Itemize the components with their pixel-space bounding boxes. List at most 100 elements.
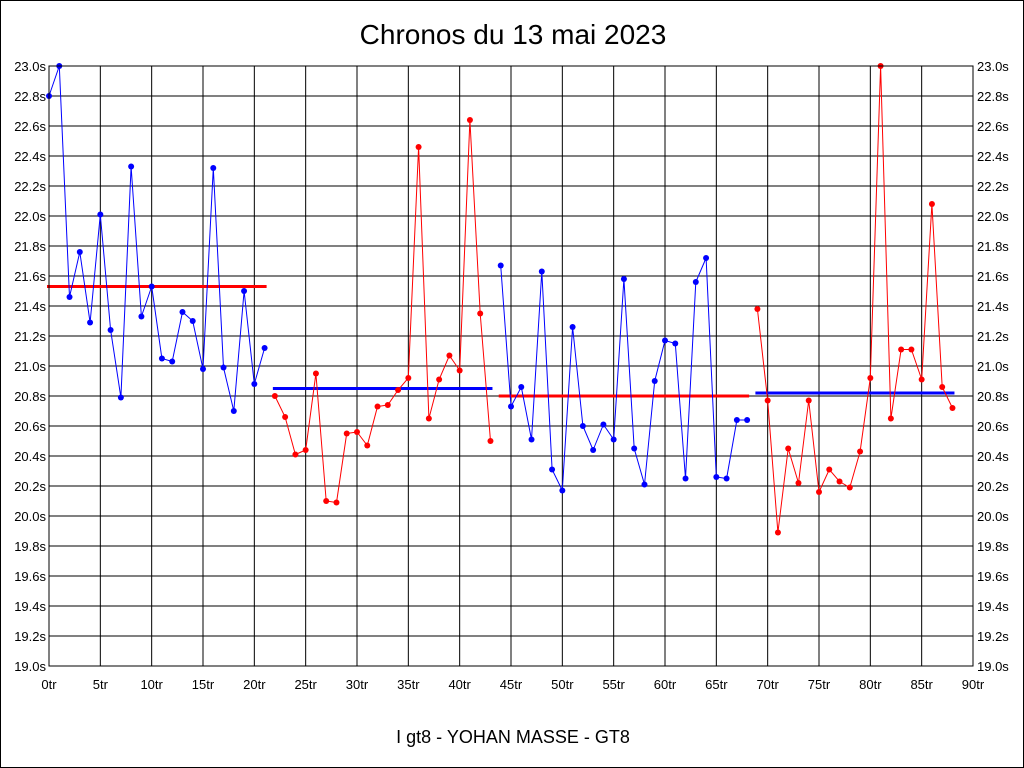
data-point bbox=[158, 355, 165, 362]
data-point bbox=[128, 163, 135, 170]
chart-subtitle: I gt8 - YOHAN MASSE - GT8 bbox=[396, 727, 630, 747]
data-point bbox=[662, 337, 668, 344]
data-point bbox=[826, 466, 833, 473]
series-line-1 bbox=[48, 65, 266, 412]
y-tick-label-right: 22.4s bbox=[977, 149, 1009, 164]
data-point bbox=[918, 376, 925, 383]
y-tick-label-right: 19.6s bbox=[977, 569, 1009, 584]
series-line-4 bbox=[756, 65, 953, 533]
y-tick-label-left: 21.8s bbox=[14, 239, 46, 254]
series-points bbox=[46, 63, 956, 536]
y-tick-label-left: 19.8s bbox=[14, 539, 46, 554]
data-point bbox=[703, 255, 710, 261]
grid bbox=[48, 65, 974, 667]
x-tick-label: 35tr bbox=[397, 677, 420, 692]
data-point bbox=[76, 249, 83, 255]
x-tick-label: 40tr bbox=[448, 677, 471, 692]
data-point bbox=[292, 451, 299, 458]
data-point bbox=[97, 211, 104, 218]
x-tick-label: 90tr bbox=[962, 677, 985, 692]
data-point bbox=[87, 319, 94, 326]
data-point bbox=[528, 436, 535, 443]
y-tick-label-left: 19.2s bbox=[14, 629, 46, 644]
data-point bbox=[549, 466, 556, 473]
x-tick-label: 45tr bbox=[500, 677, 523, 692]
data-point bbox=[333, 499, 340, 506]
y-tick-label-right: 21.6s bbox=[977, 269, 1009, 284]
data-point bbox=[200, 366, 206, 372]
y-tick-label-right: 21.4s bbox=[977, 299, 1009, 314]
data-point bbox=[508, 403, 514, 410]
y-tick-label-right: 19.4s bbox=[977, 599, 1009, 614]
data-point bbox=[261, 345, 268, 351]
data-point bbox=[867, 375, 874, 381]
y-tick-label-left: 22.8s bbox=[14, 89, 46, 104]
data-point bbox=[487, 438, 494, 444]
y-tick-label-left: 19.6s bbox=[14, 569, 46, 584]
data-point bbox=[713, 474, 720, 480]
y-tick-label-right: 23.0s bbox=[977, 59, 1009, 74]
data-point bbox=[928, 201, 935, 207]
data-point bbox=[600, 421, 607, 428]
data-point bbox=[251, 381, 258, 387]
data-point bbox=[898, 346, 905, 353]
x-tick-label: 70tr bbox=[756, 677, 779, 692]
series-line-2 bbox=[274, 119, 491, 504]
y-tick-label-right: 19.0s bbox=[977, 659, 1009, 674]
x-tick-label: 55tr bbox=[602, 677, 625, 692]
data-point bbox=[795, 480, 802, 486]
data-point bbox=[169, 358, 176, 365]
x-tick-label: 5tr bbox=[93, 677, 109, 692]
data-point bbox=[887, 415, 894, 422]
y-tick-label-left: 20.4s bbox=[14, 449, 46, 464]
data-point bbox=[282, 414, 289, 420]
x-tick-label: 65tr bbox=[705, 677, 728, 692]
data-point bbox=[220, 364, 227, 371]
data-point bbox=[117, 394, 124, 401]
plot-frame bbox=[48, 65, 974, 667]
y-tick-label-left: 19.4s bbox=[14, 599, 46, 614]
data-point bbox=[846, 484, 853, 491]
y-tick-label-right: 19.8s bbox=[977, 539, 1009, 554]
x-tick-label: 85tr bbox=[910, 677, 933, 692]
x-tick-label: 10tr bbox=[140, 677, 163, 692]
data-point bbox=[538, 268, 545, 275]
data-point bbox=[189, 318, 196, 324]
data-point bbox=[456, 367, 463, 374]
data-point bbox=[723, 475, 730, 482]
data-point bbox=[939, 384, 946, 390]
y-tick-label-right: 20.6s bbox=[977, 419, 1009, 434]
y-tick-label-right: 20.4s bbox=[977, 449, 1009, 464]
data-point bbox=[364, 442, 371, 449]
y-axis-left-ticks: 19.0s 19.2s 19.4s 19.6s 19.8s 20.0s 20.2s 20.4s… bbox=[14, 59, 46, 674]
data-point bbox=[466, 117, 473, 123]
data-point bbox=[569, 324, 576, 330]
data-point bbox=[138, 313, 145, 320]
y-tick-label-left: 23.0s bbox=[14, 59, 46, 74]
y-axis-right-ticks: 19.0s 19.2s 19.4s 19.6s 19.8s 20.0s 20.2s 20.4s… bbox=[977, 59, 1009, 674]
data-point bbox=[354, 429, 360, 435]
series-lines bbox=[48, 65, 953, 533]
x-tick-label: 25tr bbox=[294, 677, 317, 692]
data-point bbox=[107, 327, 114, 333]
mean-lines bbox=[47, 285, 955, 398]
data-point bbox=[323, 498, 330, 504]
y-tick-label-right: 21.2s bbox=[977, 329, 1009, 344]
data-point bbox=[785, 445, 792, 452]
data-point bbox=[631, 445, 638, 452]
data-point bbox=[620, 276, 627, 282]
x-tick-label: 0tr bbox=[41, 677, 57, 692]
data-point bbox=[949, 405, 956, 411]
data-point bbox=[405, 375, 412, 381]
x-tick-label: 60tr bbox=[654, 677, 677, 692]
data-point bbox=[395, 387, 402, 393]
data-point bbox=[302, 447, 309, 453]
data-point bbox=[836, 478, 843, 485]
data-point bbox=[497, 262, 504, 269]
data-point bbox=[230, 408, 237, 414]
data-point bbox=[312, 370, 319, 377]
chart-title: Chronos du 13 mai 2023 bbox=[360, 19, 667, 50]
data-point bbox=[446, 352, 453, 359]
